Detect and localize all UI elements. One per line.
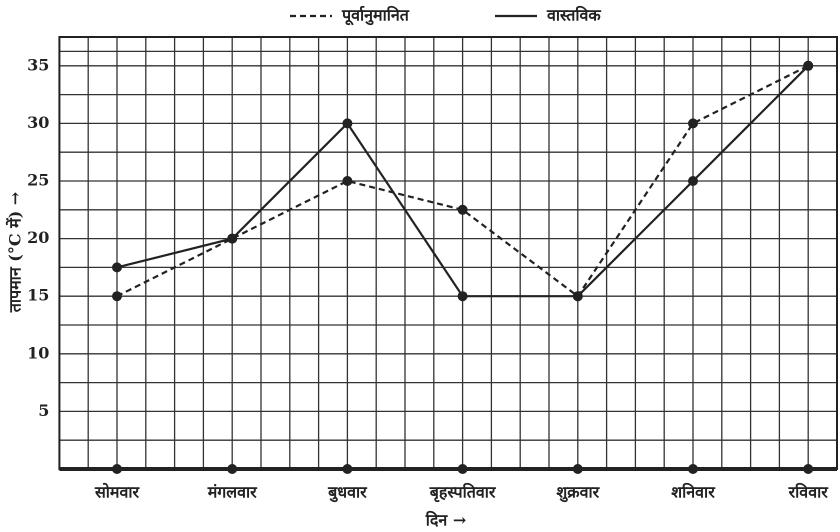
x-tick-label: सोमवार bbox=[94, 483, 141, 502]
x-tick-label: बृहस्पतिवार bbox=[429, 483, 497, 503]
axis-dot bbox=[457, 464, 468, 474]
axis-dot bbox=[803, 464, 814, 474]
y-tick-label: 20 bbox=[27, 228, 49, 247]
axis-dot bbox=[342, 464, 353, 474]
x-axis-label: दिन → bbox=[425, 511, 467, 530]
x-tick-label: रविवार bbox=[788, 483, 830, 502]
point bbox=[112, 291, 122, 302]
y-tick-label: 5 bbox=[38, 401, 49, 420]
point bbox=[227, 233, 238, 244]
x-tick-label: शनिवार bbox=[671, 483, 716, 502]
y-tick-label: 15 bbox=[27, 286, 49, 305]
point bbox=[688, 176, 698, 186]
point bbox=[572, 291, 583, 302]
y-axis-label: तापमान (°C में) → bbox=[6, 192, 25, 314]
point bbox=[342, 118, 353, 129]
y-tick-label: 25 bbox=[27, 171, 49, 190]
x-tick-label: बुधवार bbox=[327, 483, 368, 503]
point bbox=[457, 291, 468, 302]
axis-dot bbox=[227, 464, 238, 474]
legend-label: पूर्वानुमानित bbox=[341, 6, 410, 26]
axis-dot bbox=[688, 464, 698, 474]
axis-dot bbox=[112, 464, 122, 474]
point bbox=[342, 176, 353, 186]
legend-label: वास्तविक bbox=[546, 6, 601, 25]
axis-dot bbox=[572, 464, 583, 474]
point bbox=[112, 262, 122, 273]
point bbox=[803, 60, 814, 71]
y-tick-label: 30 bbox=[27, 113, 49, 132]
point bbox=[457, 204, 468, 215]
x-tick-label: मंगलवार bbox=[207, 483, 258, 502]
y-tick-label: 35 bbox=[27, 55, 49, 74]
y-tick-label: 10 bbox=[27, 343, 49, 362]
x-tick-label: शुक्रवार bbox=[556, 483, 600, 503]
point bbox=[688, 118, 698, 129]
